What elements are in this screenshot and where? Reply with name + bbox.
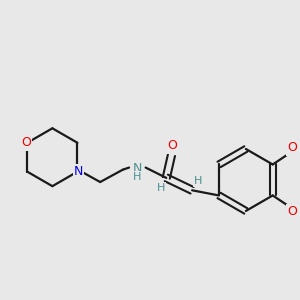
Text: O: O [21, 136, 31, 149]
Text: O: O [287, 141, 297, 154]
Text: N: N [133, 162, 142, 175]
Text: H: H [194, 176, 202, 186]
Text: O: O [287, 206, 297, 218]
Text: H: H [157, 183, 165, 193]
Text: H: H [133, 172, 142, 182]
Text: O: O [168, 140, 177, 152]
Text: N: N [74, 165, 83, 178]
